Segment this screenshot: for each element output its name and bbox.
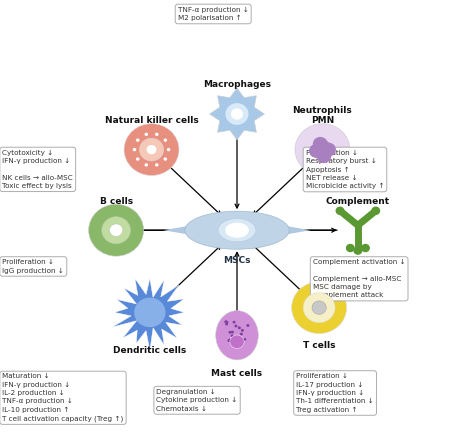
Circle shape [313,137,328,151]
Circle shape [109,224,123,236]
Circle shape [231,331,234,333]
Text: Cytotoxicity ↓
IFN-γ production ↓
 
NK cells → allo-MSC
Toxic effect by lysis: Cytotoxicity ↓ IFN-γ production ↓ NK cel… [2,150,73,189]
Text: Macrophages: Macrophages [203,80,271,89]
Circle shape [155,163,159,167]
Circle shape [336,207,345,215]
Circle shape [321,143,336,156]
Circle shape [167,148,170,151]
Circle shape [89,204,144,256]
Circle shape [309,144,324,158]
Text: Complement activation ↓
 
Complement → allo-MSC
MSC damage by
complement attack: Complement activation ↓ Complement → all… [313,259,405,298]
Circle shape [164,139,167,142]
Text: Proliferation ↓
Respiratory burst ↓
Apoptosis ↑
NET release ↓
Microbicide activi: Proliferation ↓ Respiratory burst ↓ Apop… [306,150,384,189]
Polygon shape [280,225,310,236]
Circle shape [134,298,165,327]
Polygon shape [210,88,264,140]
Text: Mast cells: Mast cells [211,369,263,378]
Circle shape [234,336,237,339]
Circle shape [237,342,241,345]
Circle shape [228,339,230,342]
Circle shape [231,108,243,120]
Ellipse shape [225,223,249,238]
Polygon shape [112,278,184,350]
Circle shape [241,329,244,332]
Circle shape [312,301,326,314]
Text: Natural killer cells: Natural killer cells [105,116,199,125]
Circle shape [315,139,330,153]
Circle shape [238,326,241,329]
Ellipse shape [185,211,289,249]
Circle shape [124,124,179,176]
Circle shape [136,157,139,161]
Circle shape [145,163,148,167]
Circle shape [146,145,156,154]
Circle shape [133,148,136,151]
Circle shape [292,282,346,333]
Circle shape [317,149,331,163]
Circle shape [226,103,248,125]
Circle shape [303,293,335,323]
Circle shape [354,246,362,255]
Text: Proliferation ↓
IL-17 production ↓
IFN-γ production ↓
Th-1 differentiation ↓
Tre: Proliferation ↓ IL-17 production ↓ IFN-γ… [296,373,374,413]
Circle shape [371,207,380,215]
Text: Maturation ↓
IFN-γ production ↓
IL-2 production ↓
TNF-α production ↓
IL-10 produ: Maturation ↓ IFN-γ production ↓ IL-2 pro… [2,373,124,422]
Circle shape [361,244,370,252]
Circle shape [246,324,249,327]
Circle shape [136,139,139,142]
Circle shape [102,217,130,244]
Circle shape [228,331,231,334]
Ellipse shape [216,311,258,360]
Text: B cells: B cells [100,197,133,206]
Circle shape [231,341,234,343]
Text: Proliferation ↓
IgG production ↓: Proliferation ↓ IgG production ↓ [2,259,64,274]
Circle shape [346,244,355,252]
Circle shape [225,321,228,324]
Ellipse shape [230,335,244,349]
Ellipse shape [218,219,256,242]
Text: Neutrophils
PMN: Neutrophils PMN [292,105,352,125]
Circle shape [224,320,228,323]
Text: T cells: T cells [303,341,336,350]
Circle shape [235,325,237,328]
Text: Dendritic cells: Dendritic cells [113,346,186,355]
Circle shape [238,339,241,342]
Circle shape [295,124,350,176]
Text: Complement: Complement [326,197,390,206]
Text: MSCs: MSCs [223,256,251,265]
Circle shape [145,133,148,136]
Circle shape [155,133,159,136]
Polygon shape [164,225,194,236]
Circle shape [225,323,228,325]
Circle shape [233,320,236,324]
Circle shape [164,157,167,161]
Circle shape [228,339,231,342]
Text: TNF-α production ↓
M2 polarisation ↑: TNF-α production ↓ M2 polarisation ↑ [178,7,249,21]
Circle shape [238,340,241,342]
Circle shape [243,338,246,341]
Text: Degranulation ↓
Cytokine production ↓
Chemotaxis ↓: Degranulation ↓ Cytokine production ↓ Ch… [156,389,237,412]
Circle shape [139,138,164,161]
Circle shape [240,333,243,336]
Circle shape [231,334,234,337]
